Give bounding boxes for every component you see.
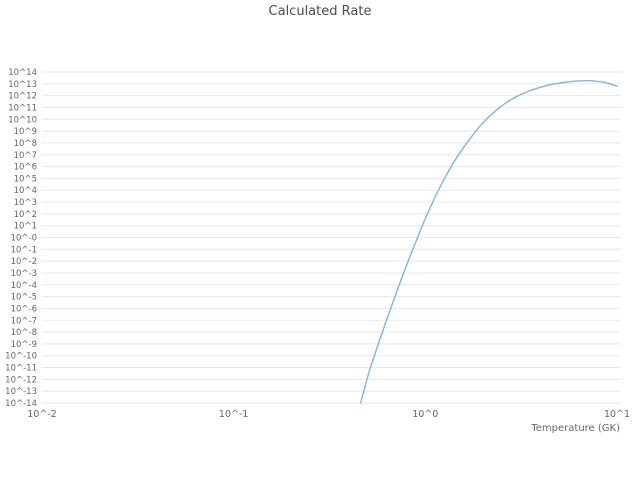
y-tick-label: 10^4 — [14, 186, 37, 196]
y-tick-label: 10^-7 — [11, 316, 37, 326]
chart-title: Calculated Rate — [268, 4, 372, 19]
x-tick-label: 10^-1 — [219, 409, 249, 420]
y-tick-label: 10^1 — [14, 222, 37, 232]
y-tick-label: 10^12 — [8, 92, 37, 102]
x-tick-label: 10^-2 — [27, 409, 57, 420]
y-tick-label: 10^-2 — [11, 257, 37, 267]
y-tick-label: 10^-0 — [11, 234, 37, 244]
y-tick-label: 10^8 — [14, 139, 37, 149]
y-tick-label: 10^-11 — [5, 364, 37, 374]
y-tick-label: 10^-3 — [11, 269, 37, 279]
rate-curve — [360, 79, 618, 404]
x-tick-label: 10^0 — [412, 409, 438, 420]
y-tick-label: 10^10 — [8, 115, 37, 125]
y-tick-label: 10^-13 — [5, 387, 37, 397]
y-tick-label: 10^7 — [14, 151, 37, 161]
y-tick-label: 10^-4 — [11, 281, 37, 291]
x-tick-label: 10^1 — [604, 409, 630, 420]
y-tick-label: 10^-9 — [11, 340, 37, 350]
y-tick-label: 10^13 — [8, 80, 37, 90]
y-tick-label: 10^-5 — [11, 293, 37, 303]
y-tick-label: 10^5 — [14, 174, 37, 184]
y-tick-label: 10^-8 — [11, 328, 37, 338]
y-tick-label: 10^9 — [14, 127, 37, 137]
y-tick-label: 10^-1 — [11, 245, 37, 255]
y-tick-label: 10^6 — [14, 163, 37, 173]
y-tick-label: 10^3 — [14, 198, 37, 208]
y-tick-label: 10^-6 — [11, 304, 37, 314]
y-tick-label: 10^11 — [8, 104, 37, 114]
x-axis-title: Temperature (GK) — [531, 423, 620, 434]
y-tick-label: 10^-10 — [5, 352, 37, 362]
y-tick-label: 10^-14 — [5, 399, 37, 409]
y-tick-label: 10^-12 — [5, 375, 37, 385]
y-tick-label: 10^14 — [8, 68, 37, 78]
y-tick-label: 10^2 — [14, 210, 37, 220]
